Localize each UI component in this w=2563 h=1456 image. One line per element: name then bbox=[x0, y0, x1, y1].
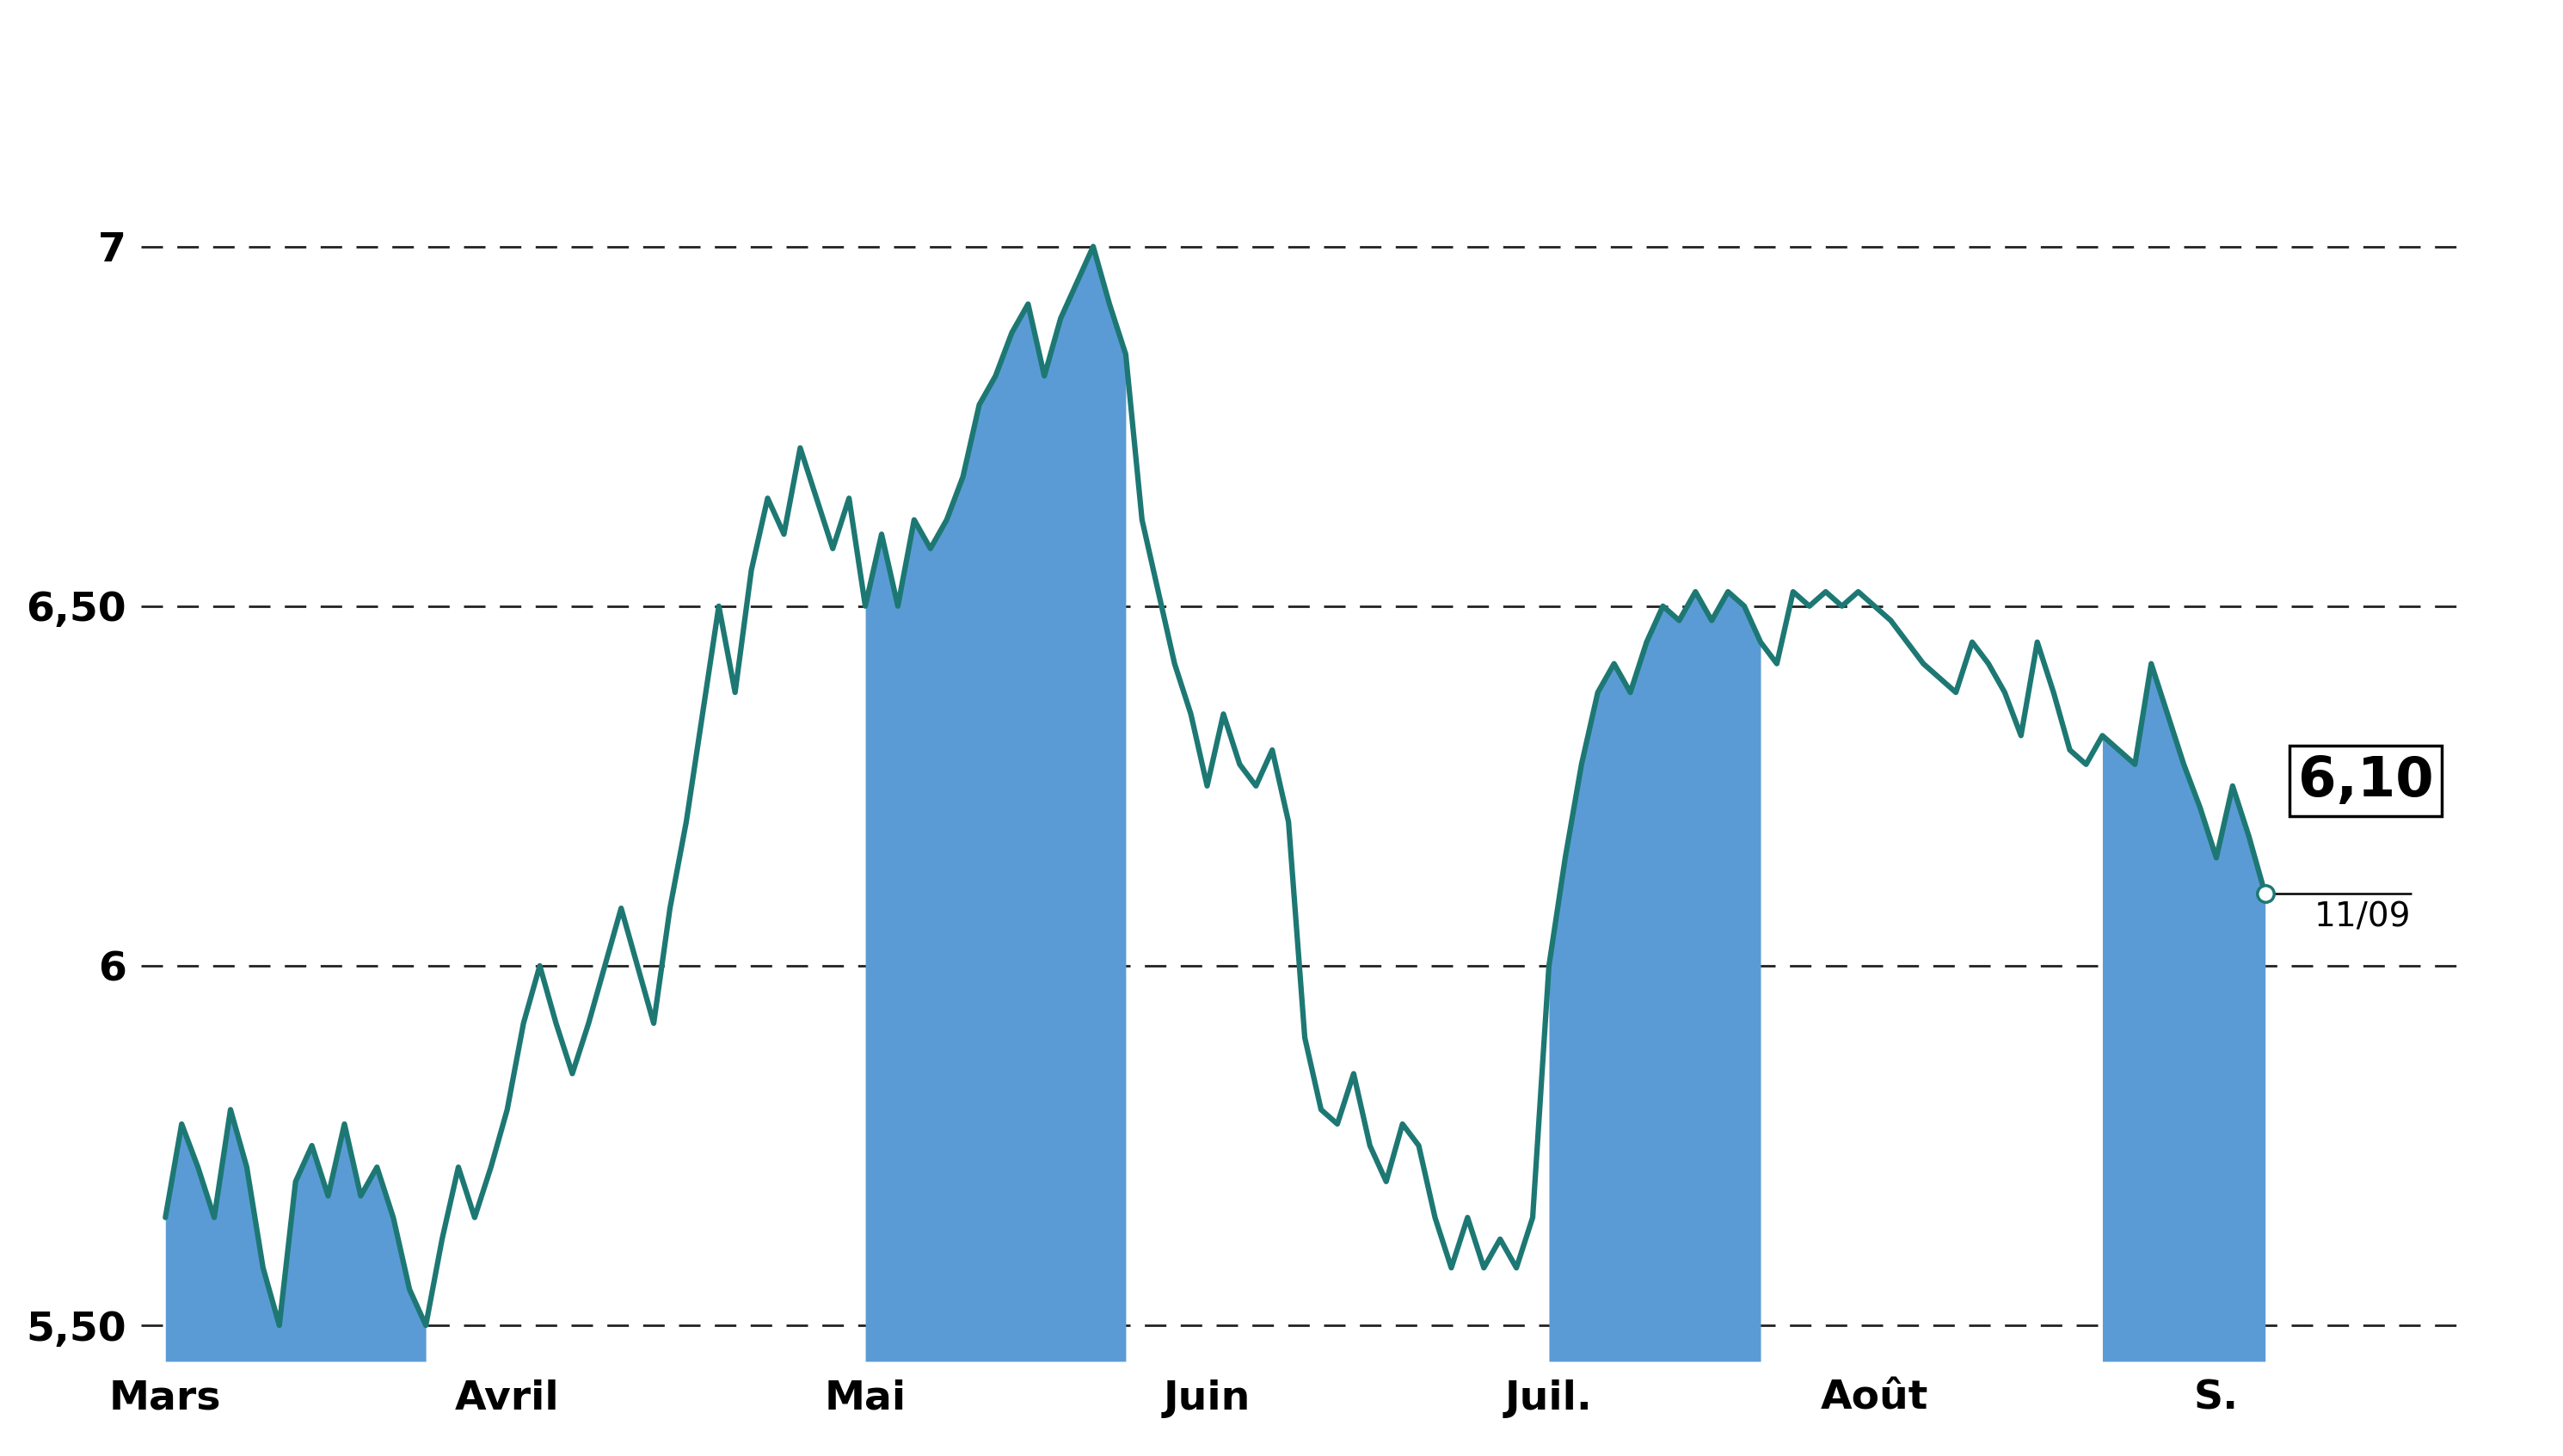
Text: PRISMAFLEX INTL: PRISMAFLEX INTL bbox=[802, 23, 1761, 115]
Text: 11/09: 11/09 bbox=[2314, 901, 2412, 933]
Text: 6,10: 6,10 bbox=[2296, 754, 2432, 808]
